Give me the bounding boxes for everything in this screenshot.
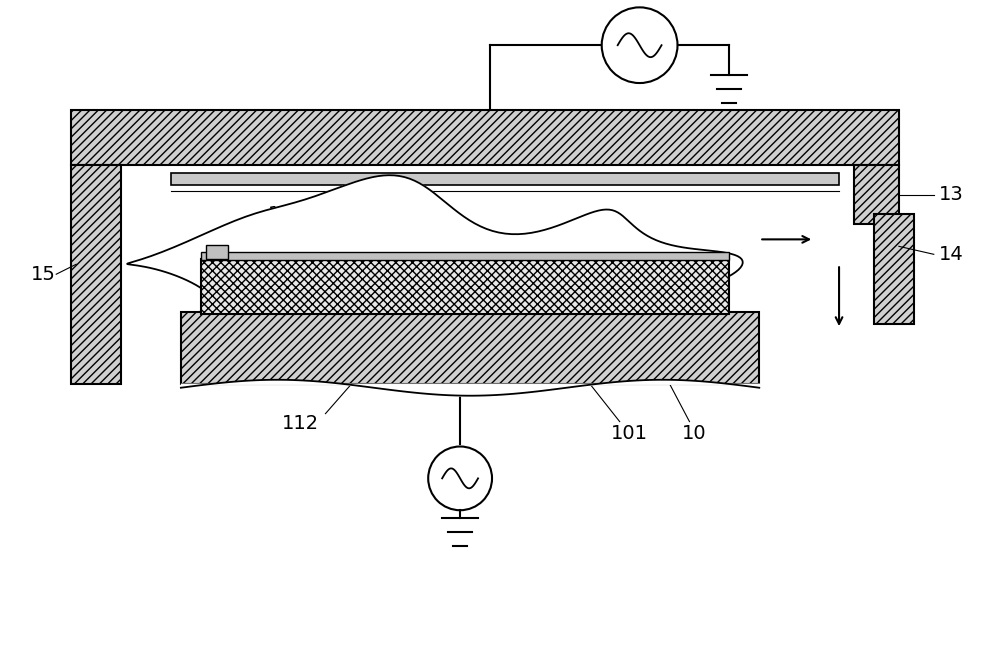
Bar bbox=[206, 245, 228, 259]
Text: 10: 10 bbox=[682, 424, 707, 443]
Text: 101: 101 bbox=[611, 424, 648, 443]
Text: 13: 13 bbox=[939, 185, 964, 204]
Text: 112: 112 bbox=[282, 414, 319, 433]
Bar bbox=[874, 215, 914, 324]
Polygon shape bbox=[127, 175, 743, 383]
Bar bbox=[71, 110, 899, 165]
Bar bbox=[854, 165, 899, 224]
Text: 14: 14 bbox=[939, 245, 964, 264]
Bar bbox=[201, 252, 729, 260]
Text: 11: 11 bbox=[268, 205, 293, 224]
Bar bbox=[71, 165, 121, 384]
Bar bbox=[201, 259, 729, 314]
Text: 15: 15 bbox=[31, 265, 56, 284]
Polygon shape bbox=[181, 312, 759, 384]
Bar bbox=[171, 173, 839, 184]
